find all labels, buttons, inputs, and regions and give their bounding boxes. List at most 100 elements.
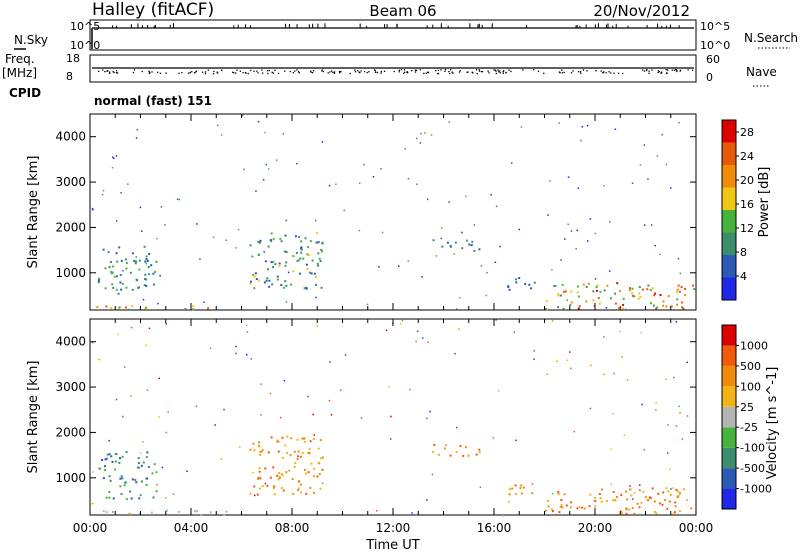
echo-cell [212, 236, 215, 239]
echo-cell [108, 475, 111, 478]
echo-cell [626, 379, 629, 381]
nave-point [425, 72, 427, 74]
nave-point [132, 71, 135, 74]
echo-cell [468, 243, 471, 246]
echo-cell [271, 283, 274, 286]
nave-point [673, 69, 676, 71]
nave-point [676, 70, 678, 72]
echo-cell [593, 500, 595, 502]
echo-cell [102, 189, 105, 192]
echo-cell [280, 240, 283, 243]
echo-cell [259, 451, 262, 454]
echo-cell [137, 287, 140, 289]
nave-point [406, 71, 408, 73]
echo-cell [359, 182, 361, 185]
echo-cell [115, 398, 118, 401]
nave-point [448, 70, 450, 73]
echo-cell [91, 341, 94, 344]
nave-point [268, 69, 271, 72]
echo-cell [441, 245, 444, 248]
echo-cell [130, 497, 133, 500]
echo-cell [372, 176, 375, 178]
echo-cell [556, 360, 558, 362]
echo-cell [317, 241, 320, 244]
echo-cell [243, 168, 245, 171]
echo-cell [150, 264, 153, 267]
echo-cell [101, 193, 104, 196]
echo-cell [545, 300, 548, 303]
echo-cell [528, 283, 531, 286]
nave-point [495, 72, 497, 75]
echo-cell [614, 302, 617, 305]
echo-cell [445, 444, 447, 446]
nave-point [217, 72, 219, 74]
echo-cell [519, 487, 522, 490]
nave-point [272, 72, 274, 74]
nave-point [107, 70, 109, 72]
echo-cell [121, 477, 124, 480]
nave-point [665, 69, 667, 71]
echo-cell [585, 300, 588, 303]
echo-cell [426, 417, 428, 420]
echo-cell [624, 308, 627, 310]
nave-point [148, 70, 150, 72]
echo-cell [320, 457, 323, 460]
echo-cell [577, 187, 580, 189]
echo-cell [511, 487, 514, 490]
echo-cell [588, 505, 591, 508]
echo-cell [278, 262, 281, 265]
echo-cell [125, 451, 128, 454]
echo-cell [520, 484, 523, 487]
echo-cell [653, 510, 656, 513]
nave-point [466, 71, 468, 73]
nave-point [106, 70, 108, 72]
echo-cell [515, 281, 518, 284]
echo-cell [661, 133, 664, 136]
echo-cell [561, 283, 564, 286]
echo-cell [142, 441, 144, 443]
echo-cell [594, 500, 597, 502]
echo-cell [268, 279, 271, 282]
echo-cell [258, 253, 261, 256]
echo-cell [576, 291, 579, 294]
echo-cell [454, 241, 457, 244]
nsearch-label: N.Search [744, 31, 798, 45]
echo-cell [258, 476, 260, 479]
echo-cell [318, 257, 321, 260]
echo-cell [449, 244, 452, 247]
echo-cell [638, 286, 641, 289]
echo-cell [115, 252, 118, 255]
echo-cell [576, 507, 579, 510]
echo-cell [328, 184, 331, 187]
echo-cell [125, 286, 128, 289]
echo-cell [109, 261, 112, 263]
echo-cell [104, 469, 107, 471]
nave-point [376, 71, 379, 74]
echo-cell [127, 183, 129, 185]
echo-cell [592, 299, 595, 302]
echo-cell [119, 457, 121, 460]
echo-cell [600, 500, 603, 503]
x-tick-label: 00:00 [73, 521, 108, 535]
echo-cell [462, 454, 465, 457]
echo-cell [119, 281, 122, 284]
echo-cell [122, 270, 124, 272]
echo-cell [558, 122, 560, 124]
echo-cell [643, 224, 646, 226]
echo-cell [253, 449, 256, 452]
echo-cell [566, 359, 569, 361]
nsearch-tick-bottom: 10^0 [700, 39, 730, 52]
echo-cell [252, 442, 255, 445]
echo-cell [560, 504, 563, 507]
echo-cell [684, 288, 687, 290]
echo-cell [385, 329, 388, 331]
echo-cell [311, 259, 314, 262]
echo-cell [259, 454, 262, 457]
nave-point [580, 72, 582, 74]
echo-cell [249, 492, 252, 495]
echo-cell [105, 457, 108, 460]
echo-cell [639, 164, 642, 166]
nave-point [298, 71, 300, 73]
nave-point [393, 70, 395, 73]
echo-cell [678, 510, 681, 513]
